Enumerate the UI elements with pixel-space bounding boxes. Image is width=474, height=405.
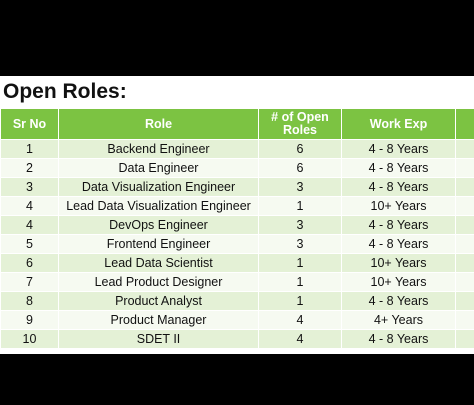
table-row: 9 Product Manager 4 4+ Years (0, 310, 474, 330)
cell-sr-no: 2 (0, 158, 59, 178)
cell-role: DevOps Engineer (58, 215, 259, 235)
cell-role: Product Analyst (58, 291, 259, 311)
cell-role: Lead Data Scientist (58, 253, 259, 273)
cell-sr-no: 3 (0, 177, 59, 197)
header-open-roles: # of Open Roles (258, 108, 342, 140)
cell-open-roles: 4 (258, 310, 342, 330)
cell-open-roles: 3 (258, 234, 342, 254)
cell-work-exp: 10+ Years (341, 272, 456, 292)
table-row: 4 Lead Data Visualization Engineer 1 10+… (0, 196, 474, 216)
cell-work-exp: 4 - 8 Years (341, 234, 456, 254)
header-role: Role (58, 108, 259, 140)
header-extra (455, 108, 474, 140)
cell-work-exp: 4 - 8 Years (341, 139, 456, 159)
cell-role: Backend Engineer (58, 139, 259, 159)
table-row: 5 Frontend Engineer 3 4 - 8 Years (0, 234, 474, 254)
cell-sr-no: 5 (0, 234, 59, 254)
header-sr-no: Sr No (0, 108, 59, 140)
cell-sr-no: 4 (0, 215, 59, 235)
cell-sr-no: 1 (0, 139, 59, 159)
cell-sr-no: 8 (0, 291, 59, 311)
cell-open-roles: 6 (258, 158, 342, 178)
table-row: 8 Product Analyst 1 4 - 8 Years (0, 291, 474, 311)
cell-extra (455, 139, 474, 159)
cell-role: SDET II (58, 329, 259, 349)
cell-sr-no: 7 (0, 272, 59, 292)
cell-extra (455, 329, 474, 349)
cell-sr-no: 9 (0, 310, 59, 330)
page-title: Open Roles: (3, 80, 127, 103)
cell-extra (455, 158, 474, 178)
table-row: 10 SDET II 4 4 - 8 Years (0, 329, 474, 349)
cell-extra (455, 310, 474, 330)
table-row: 3 Data Visualization Engineer 3 4 - 8 Ye… (0, 177, 474, 197)
cell-work-exp: 4 - 8 Years (341, 177, 456, 197)
table-row: 6 Lead Data Scientist 1 10+ Years (0, 253, 474, 273)
cell-open-roles: 1 (258, 253, 342, 273)
header-open-roles-line2: Roles (282, 123, 318, 137)
cell-role: Lead Data Visualization Engineer (58, 196, 259, 216)
cell-extra (455, 177, 474, 197)
cell-sr-no: 6 (0, 253, 59, 273)
header-open-roles-line1: # of Open (271, 110, 329, 124)
cell-sr-no: 4 (0, 196, 59, 216)
cell-work-exp: 4 - 8 Years (341, 158, 456, 178)
table-row: 1 Backend Engineer 6 4 - 8 Years (0, 139, 474, 159)
table-row: 2 Data Engineer 6 4 - 8 Years (0, 158, 474, 178)
table-row: 4 DevOps Engineer 3 4 - 8 Years (0, 215, 474, 235)
cell-extra (455, 272, 474, 292)
cell-extra (455, 291, 474, 311)
cell-open-roles: 6 (258, 139, 342, 159)
cell-work-exp: 4 - 8 Years (341, 291, 456, 311)
cell-role: Product Manager (58, 310, 259, 330)
table-header-row: Sr No Role # of Open Roles Work Exp (0, 108, 474, 140)
cell-role: Frontend Engineer (58, 234, 259, 254)
cell-role: Data Engineer (58, 158, 259, 178)
cell-work-exp: 4 - 8 Years (341, 215, 456, 235)
header-work-exp: Work Exp (341, 108, 456, 140)
cell-work-exp: 4 - 8 Years (341, 329, 456, 349)
cell-extra (455, 253, 474, 273)
cell-work-exp: 4+ Years (341, 310, 456, 330)
open-roles-table: Sr No Role # of Open Roles Work Exp 1 Bac… (0, 108, 474, 349)
cell-open-roles: 1 (258, 291, 342, 311)
cell-work-exp: 10+ Years (341, 253, 456, 273)
open-roles-panel: Open Roles: Sr No Role # of Open Roles Wo… (0, 76, 474, 354)
cell-open-roles: 3 (258, 215, 342, 235)
cell-extra (455, 215, 474, 235)
cell-open-roles: 3 (258, 177, 342, 197)
cell-open-roles: 4 (258, 329, 342, 349)
cell-role: Lead Product Designer (58, 272, 259, 292)
cell-extra (455, 196, 474, 216)
cell-extra (455, 234, 474, 254)
cell-role: Data Visualization Engineer (58, 177, 259, 197)
cell-open-roles: 1 (258, 272, 342, 292)
cell-open-roles: 1 (258, 196, 342, 216)
table-row: 7 Lead Product Designer 1 10+ Years (0, 272, 474, 292)
cell-sr-no: 10 (0, 329, 59, 349)
cell-work-exp: 10+ Years (341, 196, 456, 216)
